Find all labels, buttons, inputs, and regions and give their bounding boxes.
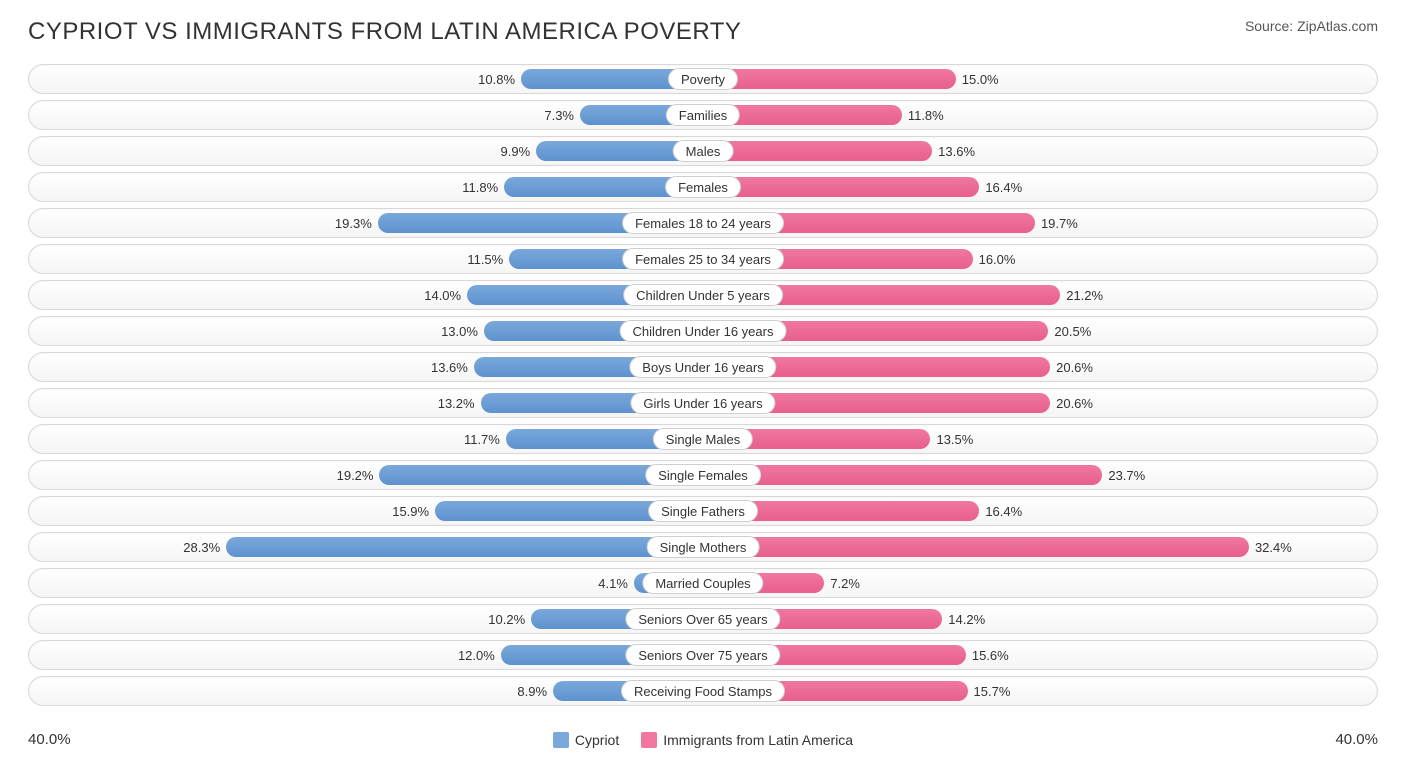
source-label: Source: ZipAtlas.com <box>1245 18 1378 34</box>
legend-label-left: Cypriot <box>575 732 619 748</box>
category-label: Females 25 to 34 years <box>622 248 784 270</box>
value-label-right: 16.0% <box>973 249 1043 269</box>
legend: Cypriot Immigrants from Latin America <box>553 732 853 748</box>
value-label-left: 8.9% <box>483 681 553 701</box>
value-label-left: 9.9% <box>466 141 536 161</box>
value-label-left: 13.6% <box>404 357 474 377</box>
bar-right <box>703 141 932 161</box>
category-label: Females 18 to 24 years <box>622 212 784 234</box>
value-label-right: 7.2% <box>824 573 894 593</box>
value-label-left: 19.2% <box>309 465 379 485</box>
category-label: Seniors Over 65 years <box>625 608 780 630</box>
category-label: Children Under 16 years <box>620 320 787 342</box>
value-label-right: 13.6% <box>932 141 1002 161</box>
axis-max-left: 40.0% <box>28 731 71 748</box>
bar-right <box>703 69 956 89</box>
value-label-left: 12.0% <box>431 645 501 665</box>
value-label-left: 4.1% <box>564 573 634 593</box>
value-label-left: 10.2% <box>461 609 531 629</box>
category-label: Single Females <box>645 464 761 486</box>
header: CYPRIOT VS IMMIGRANTS FROM LATIN AMERICA… <box>28 18 1378 46</box>
chart-row: 12.0% 15.6% Seniors Over 75 years <box>28 640 1378 670</box>
legend-item-right: Immigrants from Latin America <box>641 732 853 748</box>
value-label-right: 20.6% <box>1050 357 1120 377</box>
legend-swatch-left <box>553 732 569 748</box>
chart-row: 13.0% 20.5% Children Under 16 years <box>28 316 1378 346</box>
category-label: Families <box>666 104 740 126</box>
value-label-right: 20.5% <box>1048 321 1118 341</box>
bar-right <box>703 465 1102 485</box>
chart-row: 13.2% 20.6% Girls Under 16 years <box>28 388 1378 418</box>
chart-row: 4.1% 7.2% Married Couples <box>28 568 1378 598</box>
category-label: Seniors Over 75 years <box>625 644 780 666</box>
legend-label-right: Immigrants from Latin America <box>663 732 853 748</box>
chart-row: 10.8% 15.0% Poverty <box>28 64 1378 94</box>
chart-row: 11.5% 16.0% Females 25 to 34 years <box>28 244 1378 274</box>
category-label: Single Males <box>653 428 753 450</box>
chart-row: 13.6% 20.6% Boys Under 16 years <box>28 352 1378 382</box>
chart-container: CYPRIOT VS IMMIGRANTS FROM LATIN AMERICA… <box>0 0 1406 758</box>
chart-row: 10.2% 14.2% Seniors Over 65 years <box>28 604 1378 634</box>
category-label: Girls Under 16 years <box>630 392 775 414</box>
chart-row: 8.9% 15.7% Receiving Food Stamps <box>28 676 1378 706</box>
value-label-right: 21.2% <box>1060 285 1130 305</box>
category-label: Single Fathers <box>648 500 758 522</box>
category-label: Children Under 5 years <box>623 284 783 306</box>
chart-row: 11.7% 13.5% Single Males <box>28 424 1378 454</box>
value-label-left: 13.2% <box>411 393 481 413</box>
value-label-left: 11.7% <box>436 429 506 449</box>
legend-swatch-right <box>641 732 657 748</box>
value-label-right: 16.4% <box>979 177 1049 197</box>
chart-row: 9.9% 13.6% Males <box>28 136 1378 166</box>
chart-footer: 40.0% Cypriot Immigrants from Latin Amer… <box>28 731 1378 748</box>
value-label-right: 20.6% <box>1050 393 1120 413</box>
chart-row: 7.3% 11.8% Families <box>28 100 1378 130</box>
value-label-left: 15.9% <box>365 501 435 521</box>
chart-row: 19.3% 19.7% Females 18 to 24 years <box>28 208 1378 238</box>
value-label-left: 11.8% <box>434 177 504 197</box>
value-label-left: 19.3% <box>308 213 378 233</box>
category-label: Poverty <box>668 68 738 90</box>
chart-row: 14.0% 21.2% Children Under 5 years <box>28 280 1378 310</box>
value-label-left: 14.0% <box>397 285 467 305</box>
value-label-right: 11.8% <box>902 105 972 125</box>
category-label: Single Mothers <box>647 536 760 558</box>
bar-left <box>226 537 703 557</box>
chart-row: 28.3% 32.4% Single Mothers <box>28 532 1378 562</box>
value-label-right: 19.7% <box>1035 213 1105 233</box>
value-label-left: 7.3% <box>510 105 580 125</box>
value-label-right: 15.7% <box>968 681 1038 701</box>
value-label-right: 23.7% <box>1102 465 1172 485</box>
chart-title: CYPRIOT VS IMMIGRANTS FROM LATIN AMERICA… <box>28 18 741 46</box>
bar-right <box>703 537 1249 557</box>
axis-max-right: 40.0% <box>1335 731 1378 748</box>
chart-row: 11.8% 16.4% Females <box>28 172 1378 202</box>
category-label: Males <box>673 140 734 162</box>
bar-right <box>703 177 979 197</box>
value-label-right: 16.4% <box>979 501 1049 521</box>
value-label-right: 32.4% <box>1249 537 1319 557</box>
value-label-right: 15.6% <box>966 645 1036 665</box>
value-label-left: 11.5% <box>439 249 509 269</box>
category-label: Receiving Food Stamps <box>621 680 785 702</box>
legend-item-left: Cypriot <box>553 732 619 748</box>
value-label-left: 10.8% <box>451 69 521 89</box>
value-label-left: 13.0% <box>414 321 484 341</box>
category-label: Females <box>665 176 741 198</box>
value-label-left: 28.3% <box>156 537 226 557</box>
value-label-right: 14.2% <box>942 609 1012 629</box>
chart-row: 19.2% 23.7% Single Females <box>28 460 1378 490</box>
category-label: Boys Under 16 years <box>629 356 776 378</box>
value-label-right: 13.5% <box>930 429 1000 449</box>
chart-area: 10.8% 15.0% Poverty 7.3% 11.8% Families 9.9% 13… <box>28 64 1378 725</box>
category-label: Married Couples <box>642 572 763 594</box>
chart-row: 15.9% 16.4% Single Fathers <box>28 496 1378 526</box>
value-label-right: 15.0% <box>956 69 1026 89</box>
